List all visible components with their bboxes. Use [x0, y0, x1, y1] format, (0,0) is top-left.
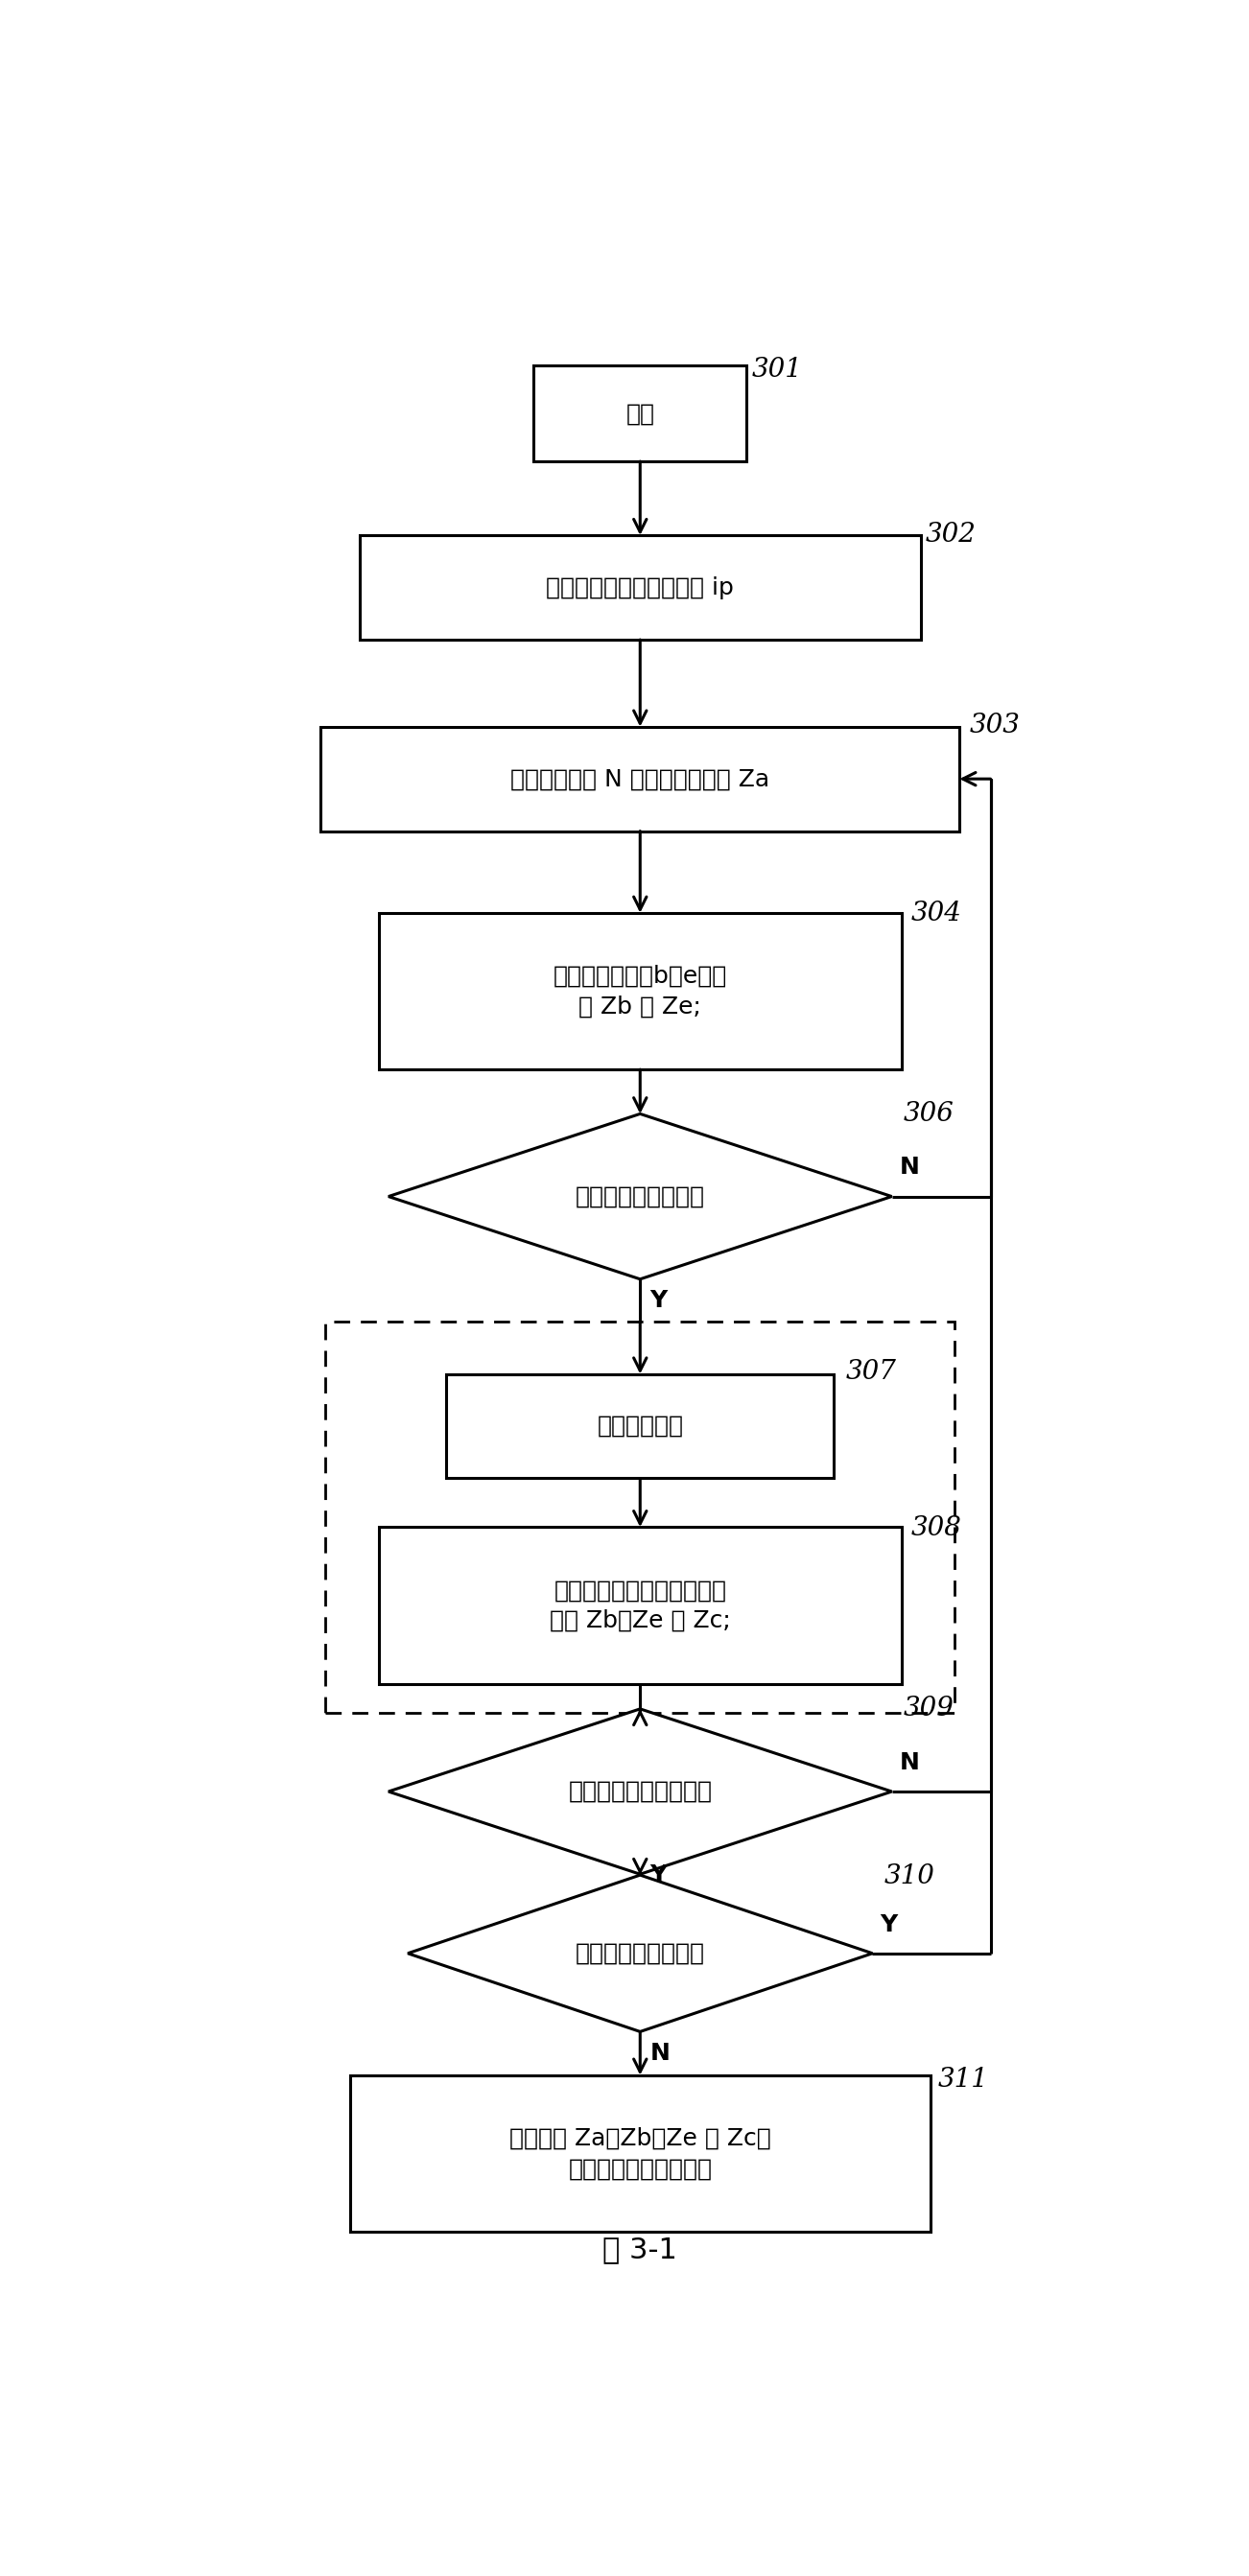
Text: 拟定齿轮个数 N 和中心齿轮齿数 Za: 拟定齿轮个数 N 和中心齿轮齿数 Za — [511, 768, 769, 791]
Text: 308: 308 — [911, 1515, 962, 1540]
Text: N: N — [899, 1157, 919, 1180]
FancyBboxPatch shape — [350, 2076, 931, 2231]
Text: 303: 303 — [969, 714, 1020, 739]
Text: Y: Y — [649, 1288, 667, 1311]
FancyBboxPatch shape — [378, 1528, 902, 1685]
Text: Y: Y — [881, 1914, 898, 1937]
Text: 根据对应用场合的要求修正
参数 Zb、Ze 和 Zc;: 根据对应用场合的要求修正 参数 Zb、Ze 和 Zc; — [550, 1579, 731, 1633]
Text: 确定参数 Za、Zb、Ze 和 Zc，
完成此次的配齿过程。: 确定参数 Za、Zb、Ze 和 Zc， 完成此次的配齿过程。 — [510, 2128, 771, 2179]
Text: 应用场合确定: 应用场合确定 — [597, 1414, 683, 1437]
Text: Y: Y — [649, 1862, 667, 1886]
Text: 307: 307 — [846, 1358, 896, 1383]
Text: 是否满足装配条件？: 是否满足装配条件？ — [576, 1185, 704, 1208]
Polygon shape — [407, 1875, 872, 2032]
Text: 是否存在谐波共振？: 是否存在谐波共振？ — [576, 1942, 704, 1965]
FancyBboxPatch shape — [533, 366, 747, 461]
Text: 拟定中心内齿轮b和e的齿
轮 Zb 和 Ze;: 拟定中心内齿轮b和e的齿 轮 Zb 和 Ze; — [553, 963, 727, 1018]
Text: 304: 304 — [911, 902, 962, 927]
Text: 按照设计要求拟定传动比 ip: 按照设计要求拟定传动比 ip — [546, 577, 734, 600]
Text: 310: 310 — [884, 1862, 934, 1888]
Text: N: N — [649, 2043, 669, 2066]
Text: 传动比是否满足条件？: 传动比是否满足条件？ — [568, 1780, 712, 1803]
Text: 图 3-1: 图 3-1 — [603, 2236, 677, 2264]
Text: 311: 311 — [938, 2066, 989, 2092]
FancyBboxPatch shape — [360, 536, 921, 639]
Text: 302: 302 — [926, 520, 977, 549]
Text: 309: 309 — [903, 1695, 954, 1721]
Text: 301: 301 — [752, 355, 802, 381]
FancyBboxPatch shape — [447, 1373, 834, 1479]
Text: 开始: 开始 — [626, 402, 654, 425]
Polygon shape — [388, 1113, 892, 1280]
Text: N: N — [899, 1752, 919, 1775]
FancyBboxPatch shape — [378, 912, 902, 1069]
FancyBboxPatch shape — [321, 726, 959, 832]
Text: 306: 306 — [903, 1100, 954, 1126]
Polygon shape — [388, 1708, 892, 1875]
